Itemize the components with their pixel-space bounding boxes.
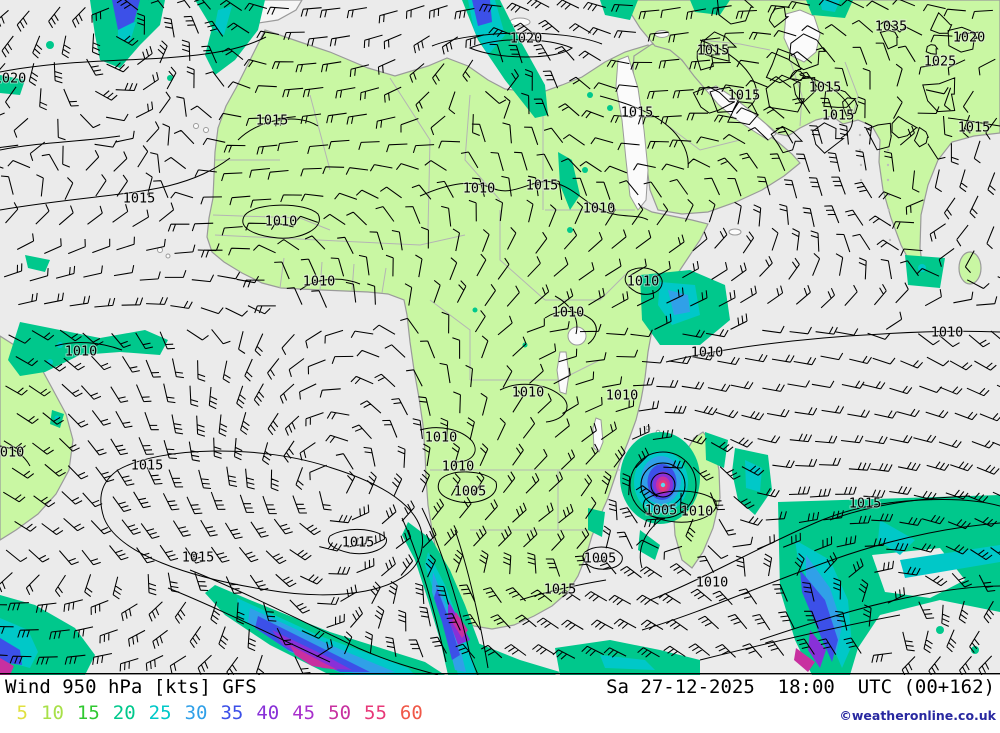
wind-map-svg: 1020 1015 1015 1010 1010 1010 1010 1015 1015 1020… (0, 0, 1000, 679)
legend-value-25: 25 (148, 702, 172, 724)
lake-tanganyika (556, 351, 570, 395)
legend-value-5: 5 (16, 702, 28, 724)
legend-value-60: 60 (399, 702, 423, 724)
isobar-label: 1015 (697, 43, 730, 59)
map-title: Wind 950 hPa [kts] GFS (5, 676, 257, 698)
legend-value-30: 30 (184, 702, 208, 724)
red-sea (615, 55, 649, 211)
borders-layer (212, 39, 859, 531)
wind-speed-legend: 5 10 15 20 25 30 35 40 45 50 55 60 (6, 702, 436, 724)
isobar-label: 1015 (728, 88, 761, 104)
isobar-label: 1010 (681, 504, 714, 520)
isobar-label: 1015 (544, 582, 577, 598)
isobar-label: 1025 (924, 54, 957, 70)
isobar-label: 1015 (342, 535, 375, 551)
cyclone-eye (660, 482, 666, 488)
isobar-label: 1015 (822, 108, 855, 124)
isobar-label: 1010 (691, 345, 724, 361)
isobar-label: 1035 (875, 19, 908, 35)
isobar-label: 1020 (510, 31, 543, 47)
cyprus-island (654, 30, 670, 38)
isobar-label: 1015 (958, 120, 991, 136)
socotra-island (728, 228, 742, 236)
isobar-label: 1010 (0, 445, 24, 461)
isobar-label: 1015 (182, 550, 215, 566)
isobar-label: 1010 (303, 274, 336, 290)
legend-value-40: 40 (256, 702, 280, 724)
footer-bar: Wind 950 hPa [kts] GFS 5 10 15 20 25 30 35 40 45… (0, 675, 1000, 733)
pressure-labels-layer: 1020 1015 1015 1010 1010 1010 1010 1015 1015 1020… (0, 18, 991, 599)
legend-value-45: 45 (292, 702, 316, 724)
legend-value-50: 50 (328, 702, 352, 724)
isobar-label: 1010 (265, 214, 298, 230)
isobar-label: 1010 (442, 459, 475, 475)
isobar-label: 1010 (627, 274, 660, 290)
legend-value-20: 20 (112, 702, 136, 724)
isobar-label: 1010 (425, 430, 458, 446)
wind-barbs-layer (0, 0, 1000, 679)
isobar-label: 1010 (931, 325, 964, 341)
isobar-label: 1020 (0, 71, 26, 87)
asia-landmass (619, 0, 1000, 287)
isobar-label: 1010 (583, 201, 616, 217)
map-area: 1020 1015 1015 1010 1010 1010 1010 1015 1015 1020… (0, 0, 1000, 679)
isobar-label: 1015 (131, 458, 164, 474)
persian-gulf (705, 85, 777, 141)
isobar-layer (0, 0, 1000, 676)
isobar-label: 1010 (696, 575, 729, 591)
valid-time: Sa 27-12-2025 18:00 UTC (00+162) (606, 676, 995, 698)
isobar-label: 1010 (606, 388, 639, 404)
isobar-label: 1020 (953, 30, 986, 46)
isobar-label: 1015 (526, 178, 559, 194)
isobar-label: 1010 (65, 344, 98, 360)
isobar-label: 1005 (454, 484, 487, 500)
legend-value-10: 10 (41, 702, 64, 724)
legend-value-55: 55 (364, 702, 387, 724)
isobar-label: 1010 (552, 305, 585, 321)
africa-landmass (206, 29, 709, 630)
legend-value-35: 35 (220, 702, 244, 724)
copyright-link[interactable]: ©weatheronline.co.uk (839, 708, 996, 723)
land-layer (0, 0, 1000, 630)
isobar-label: 1015 (621, 105, 654, 121)
isobar-label: 1005 (645, 503, 678, 519)
isobar-label: 1015 (849, 496, 882, 512)
isobar-label: 1010 (512, 385, 545, 401)
isobar-label: 1015 (123, 191, 156, 207)
crete-island (509, 17, 531, 27)
caspian-sea (783, 9, 821, 63)
sri-lanka-island (958, 251, 982, 285)
isobar-label: 1015 (256, 113, 289, 129)
inland-seas-layer (157, 9, 821, 453)
isobar-label: 1010 (463, 181, 496, 197)
isobar-label: 1005 (584, 551, 617, 567)
lake-malawi (592, 417, 604, 453)
legend-value-15: 15 (76, 702, 100, 724)
isobar-label: 1015 (809, 80, 842, 96)
